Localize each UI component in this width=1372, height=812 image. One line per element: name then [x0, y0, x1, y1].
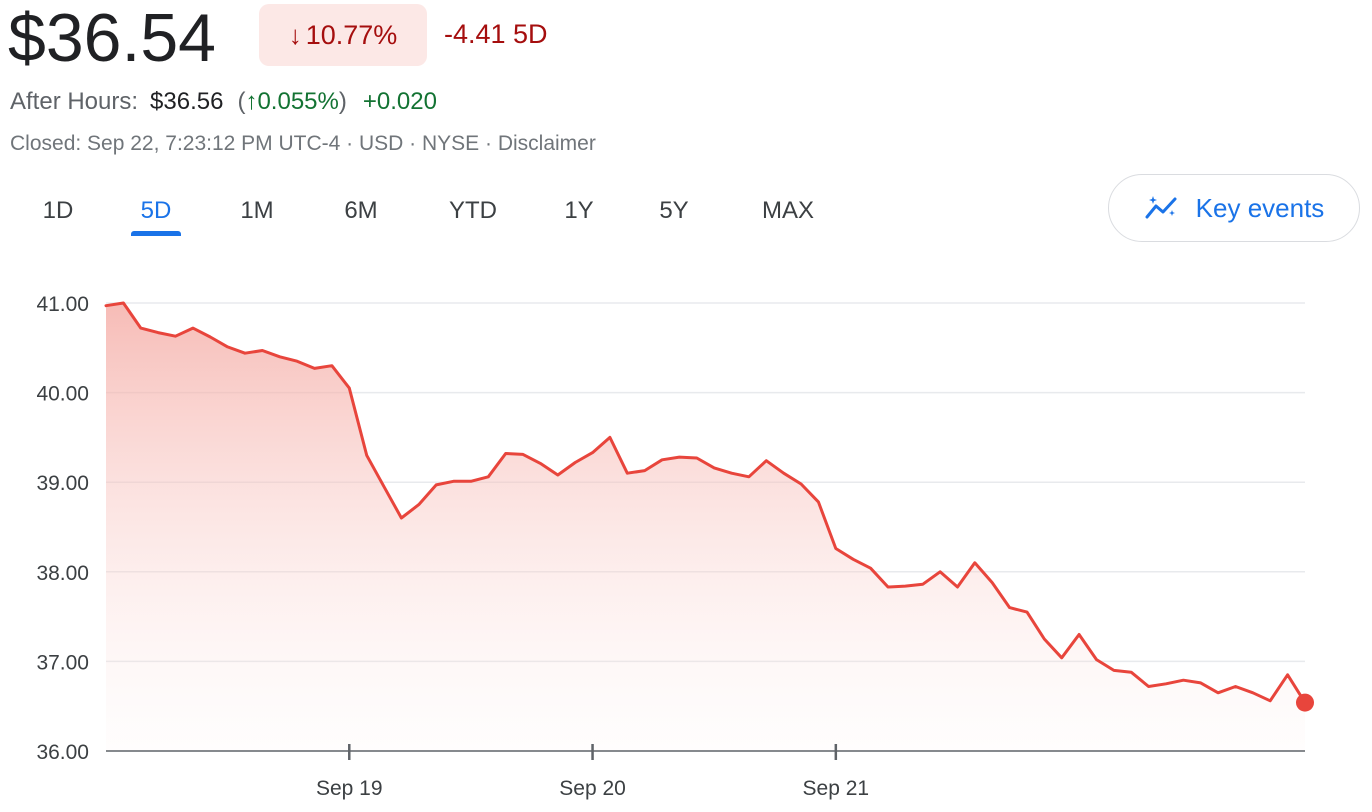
open-paren: ( [237, 88, 246, 115]
after-hours-row: After Hours: $36.56 (↑0.055%) +0.020 [10, 86, 437, 118]
tab-ytd[interactable]: YTD [440, 188, 506, 234]
closed-info-line: Closed: Sep 22, 7:23:12 PM UTC-4 · USD ·… [10, 132, 596, 155]
tab-1m[interactable]: 1M [232, 188, 282, 234]
change-absolute: -4.41 5D [444, 19, 548, 49]
active-tab-indicator [131, 231, 181, 236]
key-events-button[interactable]: Key events [1108, 174, 1360, 242]
y-tick-label: 41.00 [36, 293, 89, 316]
tab-max[interactable]: MAX [750, 188, 826, 234]
tab-1d[interactable]: 1D [36, 188, 80, 234]
arrow-down-icon: ↓ [288, 19, 302, 50]
price-line [104, 301, 1307, 705]
price-area-fill [106, 303, 1305, 751]
x-tick-label: Sep 20 [559, 777, 626, 800]
y-tick-label: 37.00 [36, 651, 89, 674]
y-tick-label: 40.00 [36, 383, 89, 406]
y-tick-label: 38.00 [36, 562, 89, 585]
x-tick-label: Sep 19 [316, 777, 383, 800]
tab-1y[interactable]: 1Y [558, 188, 600, 234]
after-hours-change: +0.020 [362, 88, 437, 115]
arrow-up-icon: ↑ [245, 88, 258, 115]
y-tick-label: 36.00 [36, 741, 89, 764]
y-tick-label: 39.00 [36, 472, 89, 495]
tab-5y[interactable]: 5Y [652, 188, 696, 234]
sparkle-chart-icon [1145, 196, 1177, 219]
key-events-label: Key events [1195, 192, 1325, 223]
y-axis-labels: 41.00 40.00 39.00 38.00 37.00 36.00 [36, 293, 89, 764]
change-percent-badge: ↓ 10.77% [259, 4, 427, 66]
close-paren: ) [338, 88, 347, 115]
stock-price: $36.54 [8, 0, 216, 76]
after-hours-price: $36.56 [150, 88, 224, 115]
tab-5d[interactable]: 5D [131, 188, 181, 236]
after-hours-percent: 0.055% [257, 88, 339, 115]
after-hours-percent-group: (↑0.055%) [237, 88, 346, 115]
after-hours-label: After Hours: [10, 88, 139, 115]
tab-6m[interactable]: 6M [334, 188, 388, 234]
change-percent: 10.77% [305, 19, 398, 50]
x-axis-ticks: Sep 19 Sep 20 Sep 21 [316, 744, 869, 800]
current-price-dot[interactable] [1296, 693, 1314, 712]
x-tick-label: Sep 21 [803, 777, 870, 800]
